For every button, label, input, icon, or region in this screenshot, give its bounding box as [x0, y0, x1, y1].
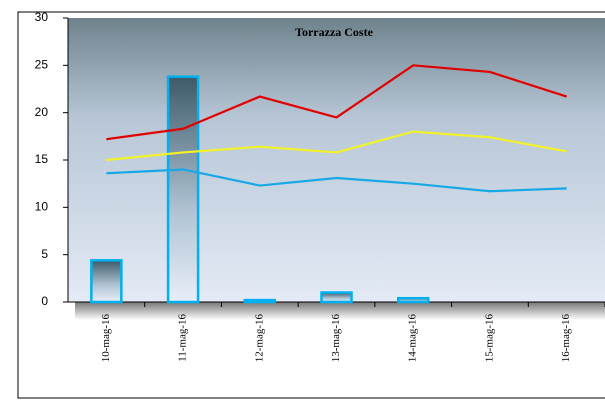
- line: [106, 64, 567, 141]
- bar: [243, 298, 277, 304]
- y-tick-label: 20: [35, 105, 49, 119]
- plot-area: [68, 18, 605, 302]
- x-tick-label: 12-mag-16: [253, 314, 265, 363]
- y-tick-label: 10: [35, 200, 49, 214]
- x-tick-label: 13-mag-16: [330, 314, 342, 363]
- bar: [396, 296, 430, 304]
- x-tick-label: 10-mag-16: [100, 314, 112, 363]
- y-tick-label: 0: [41, 294, 48, 308]
- x-tick-label: 15-mag-16: [483, 314, 495, 363]
- bar: [166, 75, 200, 304]
- line: [106, 168, 567, 193]
- x-tick-label: 14-mag-16: [407, 314, 419, 363]
- x-tick-label: 16-mag-16: [560, 314, 572, 363]
- axis-shadow: [75, 302, 605, 320]
- x-tick-label: 11-mag-16: [177, 314, 189, 362]
- bar: [90, 259, 123, 304]
- y-tick-label: 15: [35, 152, 49, 166]
- chart-title: Torrazza Coste: [295, 25, 374, 39]
- y-tick-label: 30: [35, 10, 49, 24]
- y-tick-label: 25: [35, 58, 49, 72]
- bar: [320, 291, 353, 304]
- y-tick-label: 5: [41, 247, 48, 261]
- line: [106, 130, 567, 162]
